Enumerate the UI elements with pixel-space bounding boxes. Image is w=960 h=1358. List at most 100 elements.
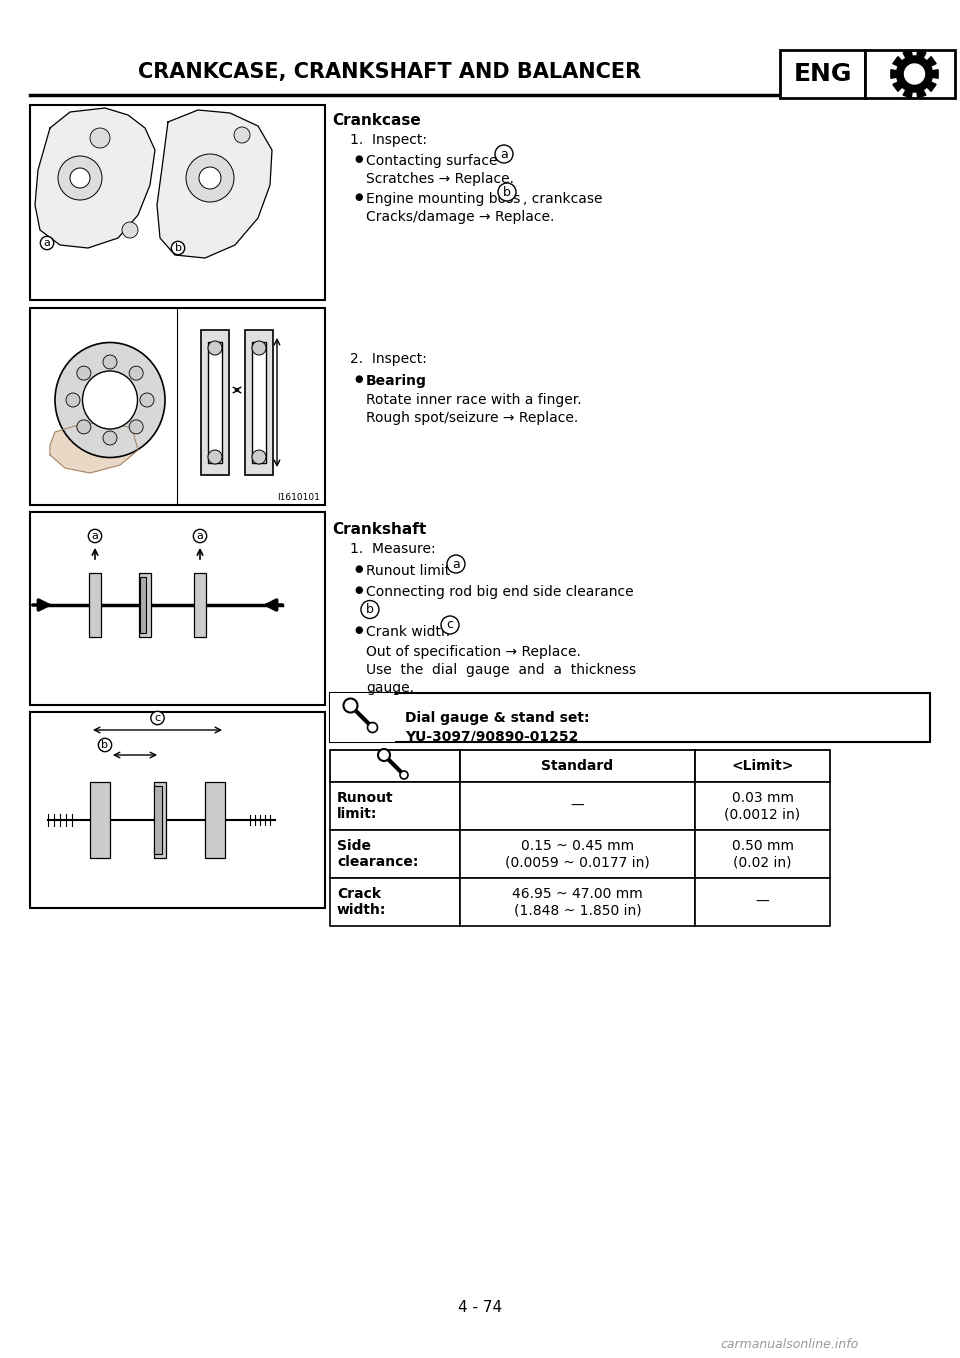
Text: ●: ● [354, 153, 363, 164]
Text: Bearing: Bearing [366, 373, 427, 388]
Text: Engine mounting boss: Engine mounting boss [366, 191, 520, 206]
Text: 0.15 ~ 0.45 mm
(0.0059 ~ 0.0177 in): 0.15 ~ 0.45 mm (0.0059 ~ 0.0177 in) [505, 839, 650, 869]
Text: —: — [570, 799, 585, 813]
Bar [695, 782, 830, 830]
Bar [330, 693, 395, 741]
Text: a: a [197, 531, 204, 540]
Text: 0.50 mm
(0.02 in): 0.50 mm (0.02 in) [732, 839, 794, 869]
Bar [865, 50, 955, 98]
Bar [252, 342, 266, 463]
Text: —: — [756, 895, 769, 909]
Bar [460, 750, 695, 782]
Text: a: a [452, 558, 460, 570]
Text: c: c [155, 713, 160, 722]
Text: I1610101: I1610101 [277, 493, 320, 502]
Text: YU-3097/90890-01252: YU-3097/90890-01252 [405, 729, 578, 743]
Polygon shape [157, 110, 272, 258]
Text: ●: ● [354, 625, 363, 636]
Bar [460, 830, 695, 879]
Bar [695, 879, 830, 926]
Circle shape [103, 354, 117, 369]
Bar [330, 879, 460, 926]
Circle shape [77, 367, 91, 380]
Circle shape [234, 128, 250, 143]
Bar [460, 782, 695, 830]
Circle shape [103, 430, 117, 445]
Polygon shape [917, 50, 925, 58]
Bar [194, 573, 206, 637]
Text: Dial gauge & stand set:: Dial gauge & stand set: [405, 712, 589, 725]
Text: a: a [500, 148, 508, 160]
Bar [330, 830, 460, 879]
Text: 1.  Inspect:: 1. Inspect: [350, 133, 427, 147]
Circle shape [208, 341, 222, 354]
Polygon shape [927, 81, 936, 91]
Text: ●: ● [354, 585, 363, 595]
Circle shape [378, 750, 390, 760]
Polygon shape [903, 50, 912, 58]
Bar [30, 308, 325, 505]
Circle shape [252, 449, 266, 464]
Circle shape [252, 341, 266, 354]
Circle shape [400, 771, 408, 779]
Bar [140, 577, 146, 633]
Text: ENG: ENG [793, 62, 852, 86]
Bar [460, 879, 695, 926]
Bar [30, 512, 325, 705]
Circle shape [199, 167, 221, 189]
Text: , crankcase: , crankcase [523, 191, 603, 206]
Text: b: b [102, 740, 108, 750]
Text: Use  the  dial  gauge  and  a  thickness: Use the dial gauge and a thickness [366, 663, 636, 678]
Bar [695, 750, 830, 782]
Bar [330, 693, 930, 741]
Polygon shape [893, 57, 902, 67]
Ellipse shape [55, 342, 165, 458]
Text: Rough spot/seizure → Replace.: Rough spot/seizure → Replace. [366, 411, 578, 425]
Text: carmanualsonline.info: carmanualsonline.info [721, 1339, 859, 1351]
Text: Crack
width:: Crack width: [337, 887, 386, 917]
Text: Crankshaft: Crankshaft [332, 521, 426, 536]
Text: <Limit>: <Limit> [732, 759, 794, 773]
Text: CRANKCASE, CRANKSHAFT AND BALANCER: CRANKCASE, CRANKSHAFT AND BALANCER [138, 62, 641, 81]
Bar [154, 786, 162, 854]
Circle shape [208, 449, 222, 464]
Bar [201, 330, 229, 475]
Circle shape [58, 156, 102, 200]
Bar [89, 573, 101, 637]
Bar [205, 782, 225, 858]
Circle shape [66, 392, 80, 407]
Circle shape [186, 153, 234, 202]
Text: Runout
limit:: Runout limit: [337, 790, 394, 822]
Polygon shape [932, 69, 938, 79]
Bar [330, 750, 460, 782]
Bar [245, 330, 273, 475]
Circle shape [130, 420, 143, 433]
Bar [30, 712, 325, 909]
Bar [90, 782, 110, 858]
Circle shape [130, 367, 143, 380]
Bar [139, 573, 151, 637]
Polygon shape [35, 109, 155, 249]
Circle shape [90, 128, 110, 148]
Text: Crank width: Crank width [366, 625, 449, 640]
Text: a: a [91, 531, 99, 540]
Text: Contacting surface: Contacting surface [366, 153, 497, 168]
Circle shape [77, 420, 91, 433]
Text: 1.  Measure:: 1. Measure: [350, 542, 436, 555]
Text: gauge.: gauge. [366, 680, 414, 695]
Text: Connecting rod big end side clearance: Connecting rod big end side clearance [366, 585, 634, 599]
Text: Rotate inner race with a finger.: Rotate inner race with a finger. [366, 392, 582, 407]
Bar [154, 782, 166, 858]
Text: Standard: Standard [541, 759, 613, 773]
Text: b: b [503, 186, 511, 198]
Text: ●: ● [354, 564, 363, 574]
Text: Crankcase: Crankcase [332, 113, 420, 128]
Text: Scratches → Replace.: Scratches → Replace. [366, 172, 514, 186]
Text: c: c [446, 618, 453, 631]
Text: 46.95 ~ 47.00 mm
(1.848 ~ 1.850 in): 46.95 ~ 47.00 mm (1.848 ~ 1.850 in) [512, 887, 643, 917]
Text: a: a [43, 238, 51, 249]
Polygon shape [903, 90, 912, 98]
Circle shape [140, 392, 154, 407]
Text: Side
clearance:: Side clearance: [337, 839, 419, 869]
Polygon shape [904, 64, 924, 84]
